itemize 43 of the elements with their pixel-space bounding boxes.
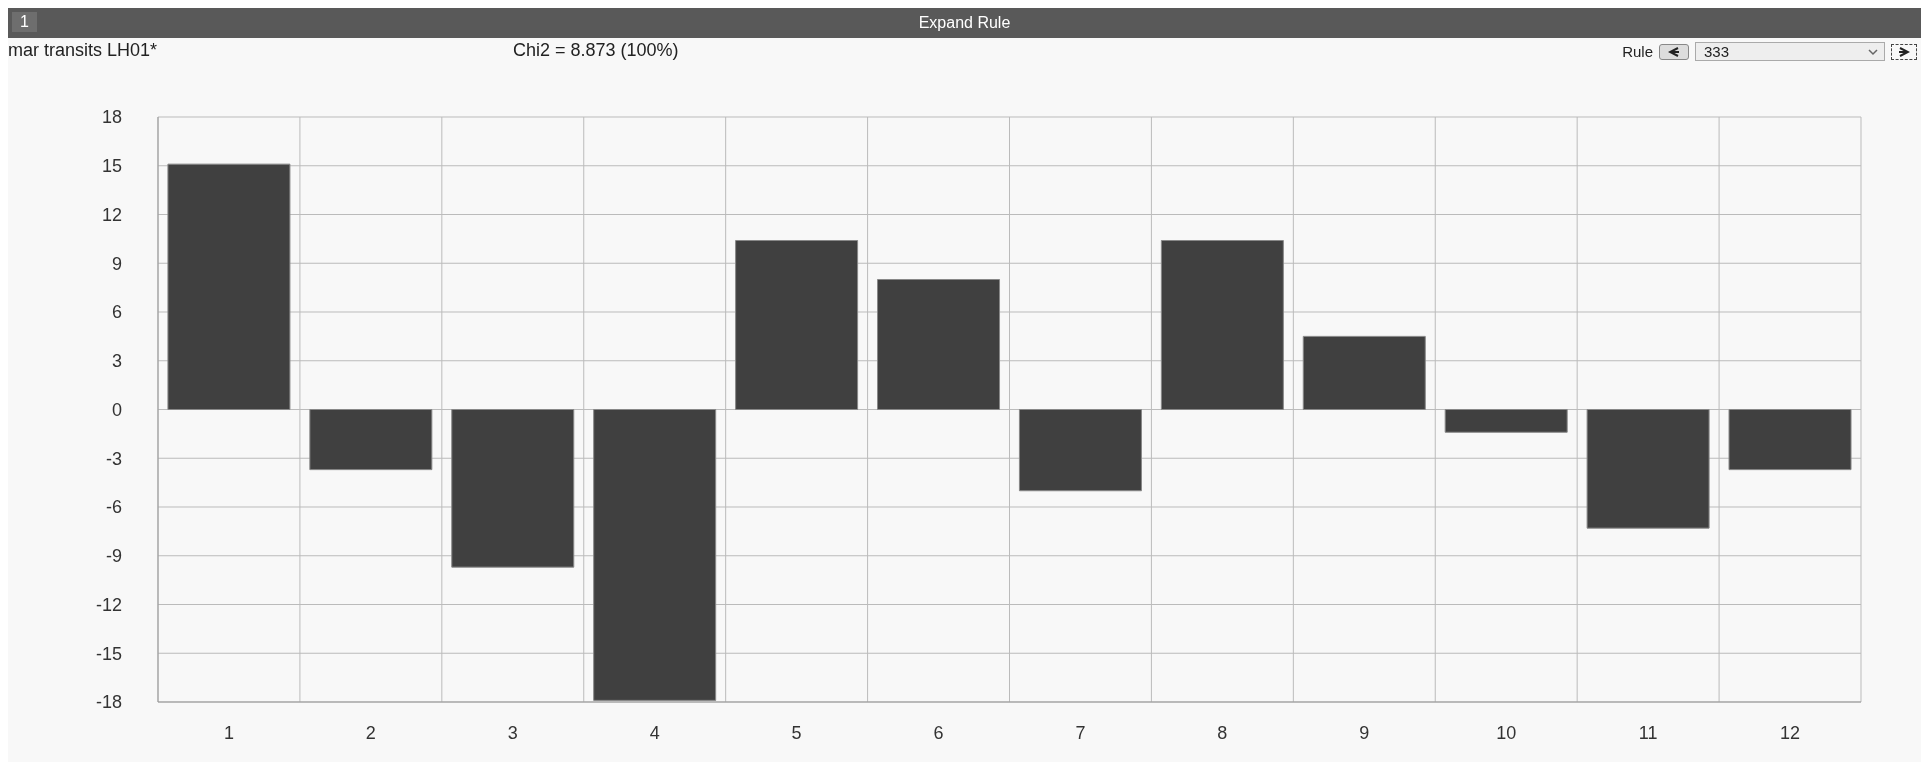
chart-title: Expand Rule (918, 14, 1011, 31)
y-tick-label: -6 (105, 497, 122, 518)
y-tick-label: 0 (111, 399, 122, 420)
x-tick-label: 3 (507, 722, 518, 743)
x-tick-label: 5 (791, 722, 802, 743)
x-tick-label: 6 (933, 722, 944, 743)
bar (735, 240, 859, 410)
y-tick-label: -9 (105, 546, 122, 567)
chart-subtitle: mar transits LH01* (8, 40, 158, 61)
y-tick-label: 6 (111, 302, 122, 323)
bar (1586, 409, 1710, 529)
x-tick-label: 11 (1638, 722, 1658, 743)
bar (877, 279, 1001, 410)
x-tick-label: 1 (223, 722, 234, 743)
bar (1302, 335, 1426, 410)
y-tick-label: -18 (95, 692, 122, 713)
y-tick-label: 15 (101, 156, 122, 177)
x-tick-label: 2 (365, 722, 376, 743)
bar (1018, 409, 1142, 492)
x-tick-label: 7 (1075, 722, 1086, 743)
y-tick-label: 3 (111, 351, 122, 372)
y-tick-label: 18 (101, 107, 122, 128)
text: 1 (12, 12, 37, 32)
y-tick-label: 12 (101, 204, 122, 225)
bar (1160, 240, 1284, 410)
bar (167, 163, 291, 410)
bar (451, 409, 575, 568)
bar (1728, 409, 1852, 471)
bar (309, 409, 433, 471)
bar (593, 409, 717, 701)
bar (1444, 409, 1568, 433)
text: Rule (1622, 43, 1653, 60)
x-tick-label: 12 (1780, 722, 1801, 743)
y-tick-label: -15 (95, 643, 122, 664)
x-tick-label: 4 (649, 722, 660, 743)
x-tick-label: 9 (1359, 722, 1370, 743)
y-tick-label: -12 (95, 594, 122, 615)
x-tick-label: 8 (1217, 722, 1228, 743)
x-tick-label: 10 (1496, 722, 1517, 743)
text: Chi2 = 8.873 (100%) (513, 40, 679, 61)
y-tick-label: 9 (111, 253, 122, 274)
text: 333 (1695, 42, 1885, 61)
y-tick-label: -3 (105, 448, 122, 469)
